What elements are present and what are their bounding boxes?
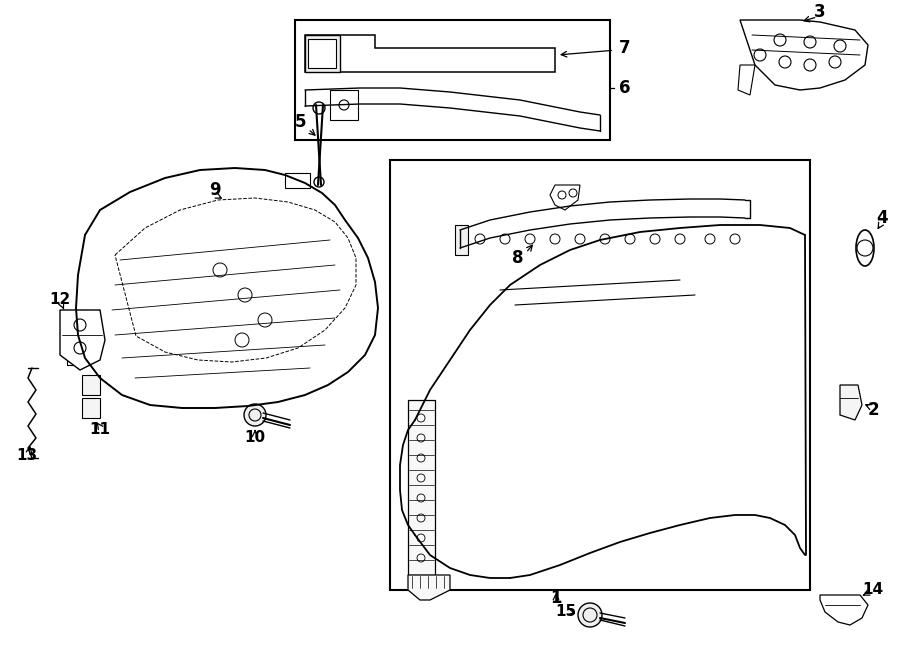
Polygon shape	[390, 160, 810, 590]
Polygon shape	[60, 310, 105, 370]
Text: 9: 9	[209, 181, 220, 199]
Text: 8: 8	[512, 249, 524, 267]
Polygon shape	[295, 20, 610, 140]
Polygon shape	[455, 225, 468, 255]
Polygon shape	[285, 173, 310, 188]
Polygon shape	[408, 400, 435, 575]
Polygon shape	[840, 385, 862, 420]
Text: 15: 15	[555, 605, 577, 619]
Polygon shape	[408, 575, 450, 600]
Text: 2: 2	[868, 401, 878, 419]
Circle shape	[244, 404, 266, 426]
Polygon shape	[550, 185, 580, 210]
Polygon shape	[305, 35, 340, 72]
Polygon shape	[740, 20, 868, 90]
Text: 14: 14	[862, 582, 884, 598]
Text: 10: 10	[245, 430, 266, 446]
Polygon shape	[67, 338, 78, 365]
Polygon shape	[82, 375, 100, 395]
Polygon shape	[305, 35, 555, 72]
Polygon shape	[76, 310, 88, 335]
Text: 1: 1	[550, 589, 562, 607]
Text: 11: 11	[89, 422, 111, 438]
Text: 12: 12	[50, 293, 70, 307]
Polygon shape	[330, 90, 358, 120]
Text: 7: 7	[619, 39, 631, 57]
Polygon shape	[738, 65, 755, 95]
Text: 13: 13	[16, 447, 38, 463]
Polygon shape	[820, 595, 868, 625]
Polygon shape	[308, 39, 336, 68]
Text: 6: 6	[619, 79, 631, 97]
Text: 4: 4	[877, 209, 887, 227]
Polygon shape	[82, 398, 100, 418]
Text: 3: 3	[814, 3, 826, 21]
Ellipse shape	[856, 230, 874, 266]
Text: 5: 5	[294, 113, 306, 131]
Circle shape	[578, 603, 602, 627]
